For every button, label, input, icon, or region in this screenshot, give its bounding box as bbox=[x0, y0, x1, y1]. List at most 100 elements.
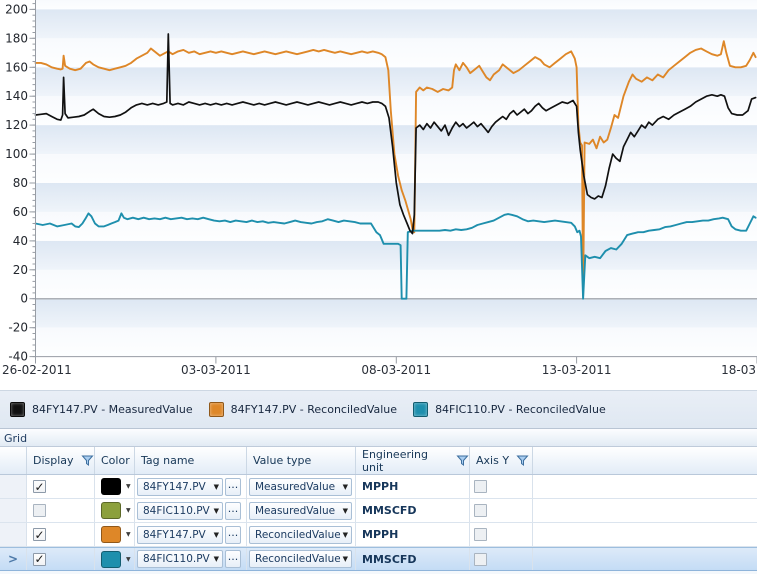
engineering-unit-label: MMSCFD bbox=[362, 552, 417, 566]
column-header-label: Axis Y bbox=[476, 454, 510, 467]
chevron-down-icon: ▼ bbox=[342, 530, 348, 539]
y-tick-label: 40 bbox=[13, 234, 28, 248]
color-cell: ▼ bbox=[95, 475, 135, 498]
value-type-cell: ReconciledValue ▼ bbox=[247, 548, 356, 570]
grid-row[interactable]: ▼ 84FIC110.PV ▼... MeasuredValue ▼ MMSCFD bbox=[0, 499, 757, 523]
tag-name-select-value: 84FIC110.PV bbox=[143, 504, 210, 517]
chevron-down-icon: ▼ bbox=[342, 555, 348, 563]
plot-band bbox=[35, 67, 757, 97]
value-type-select[interactable]: MeasuredValue ▼ bbox=[249, 477, 352, 496]
column-header-display[interactable]: Display bbox=[27, 447, 95, 474]
trend-chart[interactable]: -40 -20 0 20 40 60 80 100 120 140 160 180 200 26-02-2… bbox=[0, 0, 757, 390]
column-header-label: Value type bbox=[253, 454, 312, 467]
chevron-down-icon: ▼ bbox=[342, 482, 348, 491]
axis-y-cell bbox=[470, 548, 533, 570]
y-tick-label: -20 bbox=[8, 321, 28, 335]
column-header-value-type[interactable]: Value type bbox=[247, 447, 356, 474]
series-line-0 bbox=[34, 33, 757, 235]
value-type-select[interactable]: ReconciledValue ▼ bbox=[249, 525, 352, 544]
y-tick-label: 60 bbox=[13, 205, 28, 219]
filter-icon[interactable] bbox=[516, 454, 529, 467]
row-selector[interactable] bbox=[0, 523, 27, 546]
value-type-select[interactable]: MeasuredValue ▼ bbox=[249, 501, 352, 520]
color-swatch[interactable] bbox=[101, 478, 121, 495]
tag-name-select[interactable]: 84FIC110.PV ▼ bbox=[137, 550, 223, 568]
axis-y-checkbox[interactable] bbox=[474, 504, 487, 517]
row-filler bbox=[533, 475, 757, 498]
y-tick-label: 200 bbox=[5, 2, 28, 16]
grid-header-row: Display Color Tag name Value type Engineerin… bbox=[0, 447, 757, 475]
grid-footer-strip bbox=[0, 571, 757, 574]
display-checkbox[interactable] bbox=[33, 504, 46, 517]
color-dropdown-icon[interactable]: ▼ bbox=[126, 483, 131, 490]
plot-band bbox=[35, 327, 757, 357]
y-tick-label: -40 bbox=[8, 350, 28, 364]
y-tick-label: 0 bbox=[20, 292, 28, 306]
tag-name-select-value: 84FY147.PV bbox=[143, 528, 206, 541]
tag-browse-button[interactable]: ... bbox=[225, 550, 241, 568]
axis-y-checkbox[interactable] bbox=[474, 480, 487, 493]
plot-band bbox=[35, 125, 757, 154]
grid-row[interactable]: ✓ ▼ 84FY147.PV ▼... MeasuredValue ▼ MPPH bbox=[0, 475, 757, 499]
chevron-down-icon: ▼ bbox=[213, 530, 219, 539]
row-selector[interactable] bbox=[0, 475, 27, 498]
display-checkbox[interactable]: ✓ bbox=[33, 552, 46, 566]
color-dropdown-icon[interactable]: ▼ bbox=[126, 555, 131, 563]
chevron-down-icon: ▼ bbox=[213, 555, 219, 563]
tag-browse-button[interactable]: ... bbox=[225, 477, 241, 496]
axis-y-checkbox[interactable] bbox=[474, 528, 487, 541]
chevron-down-icon: ▼ bbox=[342, 506, 348, 515]
column-header-tag-name[interactable]: Tag name bbox=[135, 447, 247, 474]
engineering-unit-label: MMSCFD bbox=[362, 504, 417, 517]
value-type-cell: ReconciledValue ▼ bbox=[247, 523, 356, 546]
grid-panel-header[interactable]: Grid bbox=[0, 428, 757, 447]
color-dropdown-icon[interactable]: ▼ bbox=[126, 507, 131, 514]
x-tick-label: 03-03-2011 bbox=[181, 363, 251, 377]
column-header-color[interactable]: Color bbox=[95, 447, 135, 474]
legend-label: 84FIC110.PV - ReconciledValue bbox=[435, 403, 606, 416]
filter-icon[interactable] bbox=[80, 454, 94, 467]
tag-name-select[interactable]: 84FY147.PV ▼ bbox=[137, 477, 223, 496]
color-swatch[interactable] bbox=[101, 550, 121, 568]
value-type-select-value: MeasuredValue bbox=[255, 504, 336, 517]
filter-icon[interactable] bbox=[456, 454, 469, 467]
row-selector[interactable] bbox=[0, 499, 27, 522]
tag-browse-button[interactable]: ... bbox=[225, 525, 241, 544]
color-swatch[interactable] bbox=[101, 502, 121, 519]
engineering-unit-label: MPPH bbox=[362, 528, 399, 541]
header-filler bbox=[533, 447, 757, 474]
row-selector[interactable]: > bbox=[0, 548, 27, 570]
plot-band bbox=[35, 0, 757, 10]
color-dropdown-icon[interactable]: ▼ bbox=[126, 531, 131, 538]
tag-name-select[interactable]: 84FIC110.PV ▼ bbox=[137, 501, 223, 520]
legend-swatch-icon bbox=[10, 402, 25, 417]
legend-label: 84FY147.PV - MeasuredValue bbox=[32, 403, 193, 416]
color-swatch[interactable] bbox=[101, 526, 121, 543]
column-header-engineering-unit[interactable]: Engineering unit bbox=[356, 447, 470, 474]
legend-item[interactable]: 84FY147.PV - ReconciledValue bbox=[208, 402, 397, 417]
grid-row[interactable]: > ✓ ▼ 84FIC110.PV ▼... ReconciledValue ▼ MMSCFD bbox=[0, 547, 757, 571]
grid-row[interactable]: ✓ ▼ 84FY147.PV ▼... ReconciledValue ▼ MPPH bbox=[0, 523, 757, 547]
tag-name-select-value: 84FIC110.PV bbox=[143, 553, 210, 565]
legend-item[interactable]: 84FY147.PV - MeasuredValue bbox=[10, 402, 193, 417]
axis-y-cell bbox=[470, 523, 533, 546]
color-cell: ▼ bbox=[95, 523, 135, 546]
column-header-axis-y[interactable]: Axis Y bbox=[470, 447, 533, 474]
display-checkbox[interactable]: ✓ bbox=[33, 479, 46, 494]
grid-panel-title: Grid bbox=[4, 432, 28, 445]
tag-name-select[interactable]: 84FY147.PV ▼ bbox=[137, 525, 223, 544]
legend-item[interactable]: 84FIC110.PV - ReconciledValue bbox=[413, 402, 606, 417]
display-cell bbox=[27, 499, 95, 522]
value-type-select-value: MeasuredValue bbox=[255, 480, 336, 493]
axis-y-cell bbox=[470, 475, 533, 498]
tag-browse-button[interactable]: ... bbox=[225, 501, 241, 520]
display-cell: ✓ bbox=[27, 523, 95, 546]
grid-body: ✓ ▼ 84FY147.PV ▼... MeasuredValue ▼ MPPH ▼ 84FIC… bbox=[0, 475, 757, 571]
engineering-unit-cell: MMSCFD bbox=[356, 548, 470, 570]
display-checkbox[interactable]: ✓ bbox=[33, 527, 46, 542]
column-header-label: Engineering unit bbox=[362, 447, 428, 474]
y-tick-label: 160 bbox=[5, 60, 28, 74]
value-type-select[interactable]: ReconciledValue ▼ bbox=[249, 550, 352, 568]
axis-y-checkbox[interactable] bbox=[474, 552, 487, 566]
plot-band bbox=[35, 269, 757, 299]
